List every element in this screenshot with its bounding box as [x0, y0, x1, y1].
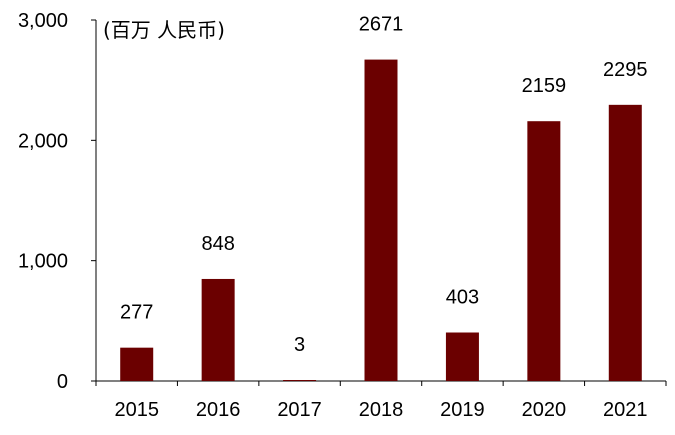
y-tick-labels: 0 1,000 2,000 3,000 [18, 10, 68, 393]
x-tick-label-2019: 2019 [440, 399, 485, 421]
x-tick-label-2021: 2021 [603, 399, 648, 421]
data-label-2015: 277 [120, 302, 153, 324]
x-tick-label-2020: 2020 [522, 399, 567, 421]
bar-2018 [364, 59, 398, 382]
bar-2020 [527, 121, 561, 382]
data-label-2016: 848 [201, 233, 234, 255]
bar-2017 [283, 380, 317, 381]
data-label-2021: 2295 [603, 59, 648, 81]
bar-2015 [120, 347, 154, 381]
unit-label: (百万 人民币) [103, 18, 225, 42]
x-tick-label-2018: 2018 [359, 399, 404, 421]
bar-2016 [201, 278, 235, 381]
x-tick-label-2016: 2016 [196, 399, 241, 421]
axes [91, 19, 667, 386]
data-label-2018: 2671 [359, 14, 404, 36]
y-tick-label: 2,000 [18, 130, 68, 152]
y-tick-label: 0 [57, 371, 68, 393]
y-tick-label: 3,000 [18, 10, 68, 32]
bars [120, 59, 642, 382]
data-label-2020: 2159 [522, 75, 567, 97]
bar-2019 [445, 332, 479, 381]
x-tick-labels: 2015 2016 2017 2018 2019 2020 2021 [114, 399, 647, 421]
bar-2021 [608, 104, 642, 382]
x-tick-label-2015: 2015 [114, 399, 159, 421]
data-label-2017: 3 [294, 334, 305, 356]
x-tick-label-2017: 2017 [277, 399, 322, 421]
y-tick-label: 1,000 [18, 251, 68, 273]
data-label-2019: 403 [446, 287, 479, 309]
data-labels: 277 848 3 2671 403 2159 2295 [120, 14, 648, 356]
